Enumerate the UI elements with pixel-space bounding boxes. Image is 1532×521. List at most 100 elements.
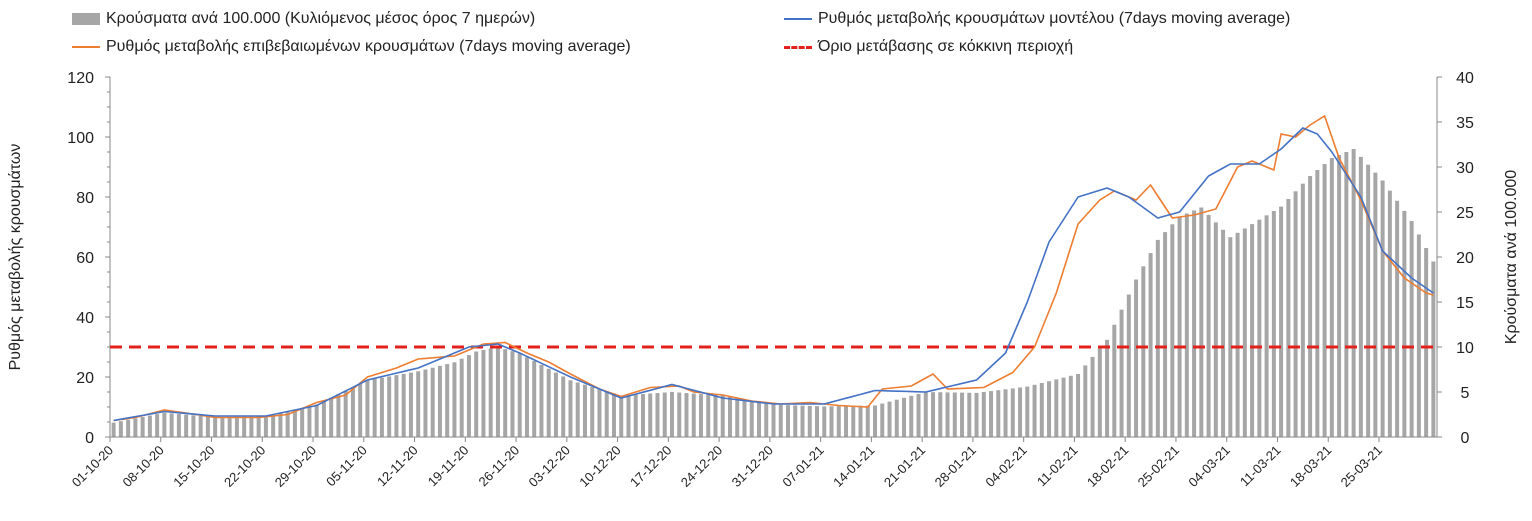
bar xyxy=(133,418,138,437)
x-tick-label: 25-02-21 xyxy=(1135,443,1182,490)
bar xyxy=(1119,309,1124,437)
bar xyxy=(945,392,950,437)
bar xyxy=(1090,356,1095,437)
bar xyxy=(568,380,573,437)
bar xyxy=(851,405,856,437)
bar xyxy=(1395,200,1400,437)
y-tick-label-right: 5 xyxy=(1461,385,1470,402)
bar xyxy=(757,402,761,437)
y-tick-label-left: 60 xyxy=(76,250,94,267)
bar xyxy=(1242,228,1247,437)
legend-label-confirmed: Ρυθμός μεταβολής επιβεβαιωμένων κρουσμάτ… xyxy=(106,38,631,55)
bar xyxy=(590,386,595,437)
bar xyxy=(1337,155,1342,437)
bar xyxy=(604,391,609,437)
bar xyxy=(698,394,703,437)
x-tick-label: 29-10-20 xyxy=(272,443,319,490)
labels-layer: 0 20 40 60 80 100 120 0 5 10 15 20 25 30 35 40 Ρυθμός με… xyxy=(7,70,1520,490)
legend-item-model: Ρυθμός μεταβολής κρουσμάτων μοντέλου (7d… xyxy=(784,10,1290,28)
series-line-model xyxy=(113,127,1434,422)
y-tick-label-right: 20 xyxy=(1456,250,1474,267)
x-tick-label: 14-01-21 xyxy=(830,443,877,490)
bar xyxy=(1039,383,1044,437)
bar xyxy=(764,403,769,437)
legend-swatch-bars xyxy=(72,13,100,25)
bar xyxy=(387,376,392,437)
bar xyxy=(488,348,493,437)
bar xyxy=(524,357,529,437)
bar xyxy=(1431,261,1436,437)
bar xyxy=(111,422,116,437)
bar xyxy=(989,391,994,437)
bar xyxy=(778,404,783,437)
y-axis-title-left: Ρυθμός μεταβολής κρουσμάτων xyxy=(7,144,24,371)
bar xyxy=(1221,229,1226,437)
bar xyxy=(423,369,428,437)
bar xyxy=(713,395,718,437)
bar xyxy=(314,404,319,437)
legend-label-bars: Κρούσματα ανά 100.000 (Κυλιόμενος μέσος … xyxy=(106,10,536,27)
y-tick-label-left: 40 xyxy=(76,310,94,327)
bar xyxy=(220,417,225,437)
bar xyxy=(640,394,645,437)
bar xyxy=(539,364,544,437)
bar xyxy=(1112,324,1117,437)
bar xyxy=(408,372,413,437)
bar xyxy=(1141,266,1146,437)
bars-layer xyxy=(111,149,1436,438)
bar xyxy=(1264,215,1269,437)
bar xyxy=(865,405,870,437)
x-tick-label: 24-12-20 xyxy=(678,443,725,490)
bar xyxy=(793,405,798,437)
bar xyxy=(162,412,167,437)
legend-swatch-threshold xyxy=(784,45,812,49)
bar xyxy=(532,361,537,437)
x-tick-label: 15-10-20 xyxy=(170,443,217,490)
x-tick-label: 08-10-20 xyxy=(119,443,166,490)
bar xyxy=(749,400,754,437)
bar xyxy=(1416,234,1421,437)
bar xyxy=(1424,248,1429,437)
bar xyxy=(931,392,936,437)
bar xyxy=(343,390,348,437)
bar xyxy=(503,349,508,437)
bar xyxy=(1322,164,1327,437)
bar xyxy=(1155,239,1160,437)
legend-item-threshold: Όριο μετάβασης σε κόκκινη περιοχή xyxy=(784,38,1073,56)
bar xyxy=(459,358,464,437)
x-tick-label: 18-02-21 xyxy=(1084,443,1131,490)
series-line-confirmed xyxy=(113,114,1434,422)
bar xyxy=(1257,219,1262,437)
bar xyxy=(633,394,638,437)
y-tick-label-right: 35 xyxy=(1456,115,1474,132)
bar xyxy=(1358,156,1363,438)
bar xyxy=(996,390,1001,437)
bar xyxy=(1018,387,1023,437)
bar xyxy=(358,383,363,437)
bar xyxy=(263,416,268,437)
bar xyxy=(350,387,355,437)
bar xyxy=(191,415,196,437)
bar xyxy=(249,416,254,437)
x-tick-label: 05-11-20 xyxy=(323,443,370,490)
bar xyxy=(1344,152,1349,437)
bar xyxy=(510,351,515,437)
bar xyxy=(1076,374,1081,437)
bar xyxy=(292,409,297,437)
bar xyxy=(1235,232,1240,437)
bar xyxy=(205,416,210,437)
x-tick-label: 04-03-21 xyxy=(1185,443,1232,490)
bar xyxy=(597,389,602,437)
bar xyxy=(118,421,123,437)
bar xyxy=(1163,232,1168,437)
bar xyxy=(844,406,849,437)
y-tick-label-left: 80 xyxy=(76,190,94,207)
bar xyxy=(1380,180,1385,437)
bar xyxy=(800,405,805,437)
x-tick-label: 12-11-20 xyxy=(374,443,421,490)
bar xyxy=(329,397,334,437)
bar xyxy=(662,392,667,437)
bar xyxy=(1271,210,1276,437)
bar xyxy=(619,395,624,437)
